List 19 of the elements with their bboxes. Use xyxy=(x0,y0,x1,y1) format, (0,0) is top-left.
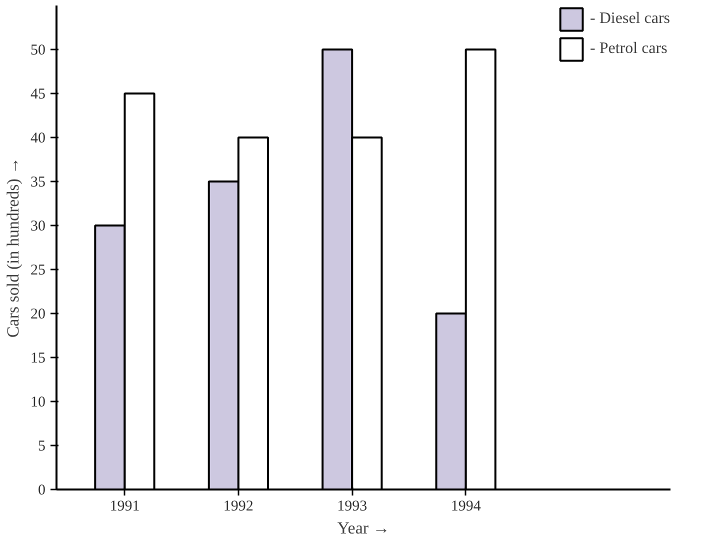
x-tick-label: 1993 xyxy=(337,498,368,514)
y-tick-label: 35 xyxy=(30,174,46,190)
y-tick-label: 20 xyxy=(30,306,46,322)
y-tick-label: 0 xyxy=(38,482,46,498)
x-axis-title: Year → xyxy=(337,518,390,538)
x-tick-label: 1991 xyxy=(110,498,140,514)
legend-label: - Petrol cars xyxy=(590,40,668,58)
legend-label: - Diesel cars xyxy=(590,10,670,28)
y-tick-label: 45 xyxy=(30,86,46,102)
y-tick-label: 25 xyxy=(30,262,46,278)
y-tick-label: 50 xyxy=(30,42,46,58)
y-tick-label: 5 xyxy=(38,438,46,454)
y-axis-title: Cars sold (in hundreds) → xyxy=(4,157,22,338)
x-tick-label: 1994 xyxy=(450,498,482,514)
x-tick-label: 1992 xyxy=(223,498,254,514)
y-tick-label: 10 xyxy=(30,394,46,410)
y-tick-label: 30 xyxy=(30,218,46,234)
y-tick-label: 15 xyxy=(30,350,46,366)
y-tick-label: 40 xyxy=(30,130,46,146)
